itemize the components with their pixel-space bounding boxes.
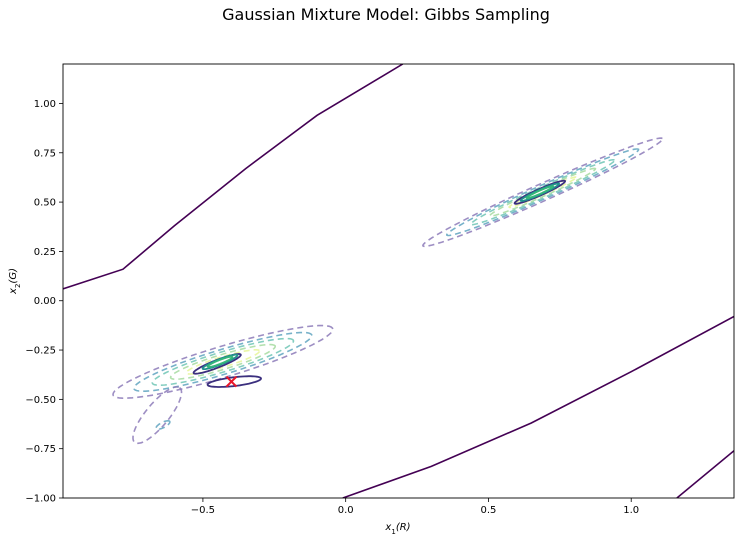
- dashed-contour-1-2: [469, 159, 616, 226]
- dashed-contour-1-0: [422, 137, 664, 248]
- y-axis: −1.00 −0.75 −0.50 −0.25 0.00 0.25 0.50 0.75 1.00: [25, 99, 63, 505]
- dashed-contour-1-3: [489, 167, 597, 217]
- dashed-contour-lobe: [132, 386, 183, 445]
- boundary-line-1: [342, 315, 734, 498]
- y-axis-label: x2(G): [8, 268, 22, 295]
- sample-marker: [225, 375, 238, 388]
- y-tick-label: 0.75: [34, 148, 56, 159]
- solid-contour-5: [519, 182, 561, 202]
- dashed-contour-0-3: [169, 343, 277, 380]
- solid-contour-1: [201, 353, 239, 370]
- x-tick-label: 1.0: [623, 505, 639, 516]
- x-tick-label: −0.5: [191, 505, 215, 516]
- solid-contour-2: [206, 355, 234, 368]
- y-tick-label: 0.25: [34, 247, 56, 258]
- y-tick-label: −0.75: [25, 444, 56, 455]
- plot-frame: [62, 63, 735, 499]
- solid-contour-6: [525, 185, 555, 200]
- y-tick-label: 1.00: [34, 99, 56, 110]
- solid-contour-3: [206, 375, 262, 388]
- x-tick-label: 0.0: [338, 505, 354, 516]
- dashed-contour-1-4: [508, 176, 578, 209]
- plot-area: [63, 64, 734, 498]
- y-tick-label: 0.50: [34, 198, 56, 209]
- y-tick-label: −0.50: [25, 395, 56, 406]
- dashed-contour-lobe-inner: [155, 420, 171, 430]
- x-axis: −0.5 0.0 0.5 1.0: [191, 498, 639, 516]
- dashed-contour-1-1: [445, 148, 640, 237]
- y-tick-label: −0.25: [25, 346, 56, 357]
- x-axis-label: x1(R): [384, 522, 410, 536]
- chart-title: Gaussian Mixture Model: Gibbs Sampling: [222, 5, 550, 24]
- dashed-contour-0-0: [112, 324, 334, 400]
- boundary-line-2: [676, 450, 734, 498]
- y-tick-label: −1.00: [25, 494, 56, 505]
- solid-contour-4: [513, 179, 567, 205]
- x-tick-label: 0.5: [480, 505, 496, 516]
- dashed-contour-0-2: [151, 337, 295, 386]
- dashed-contour-0-4: [185, 349, 261, 375]
- boundary-line-0: [63, 64, 404, 290]
- dashed-contour-0-1: [133, 331, 313, 392]
- y-tick-label: 0.00: [34, 296, 56, 307]
